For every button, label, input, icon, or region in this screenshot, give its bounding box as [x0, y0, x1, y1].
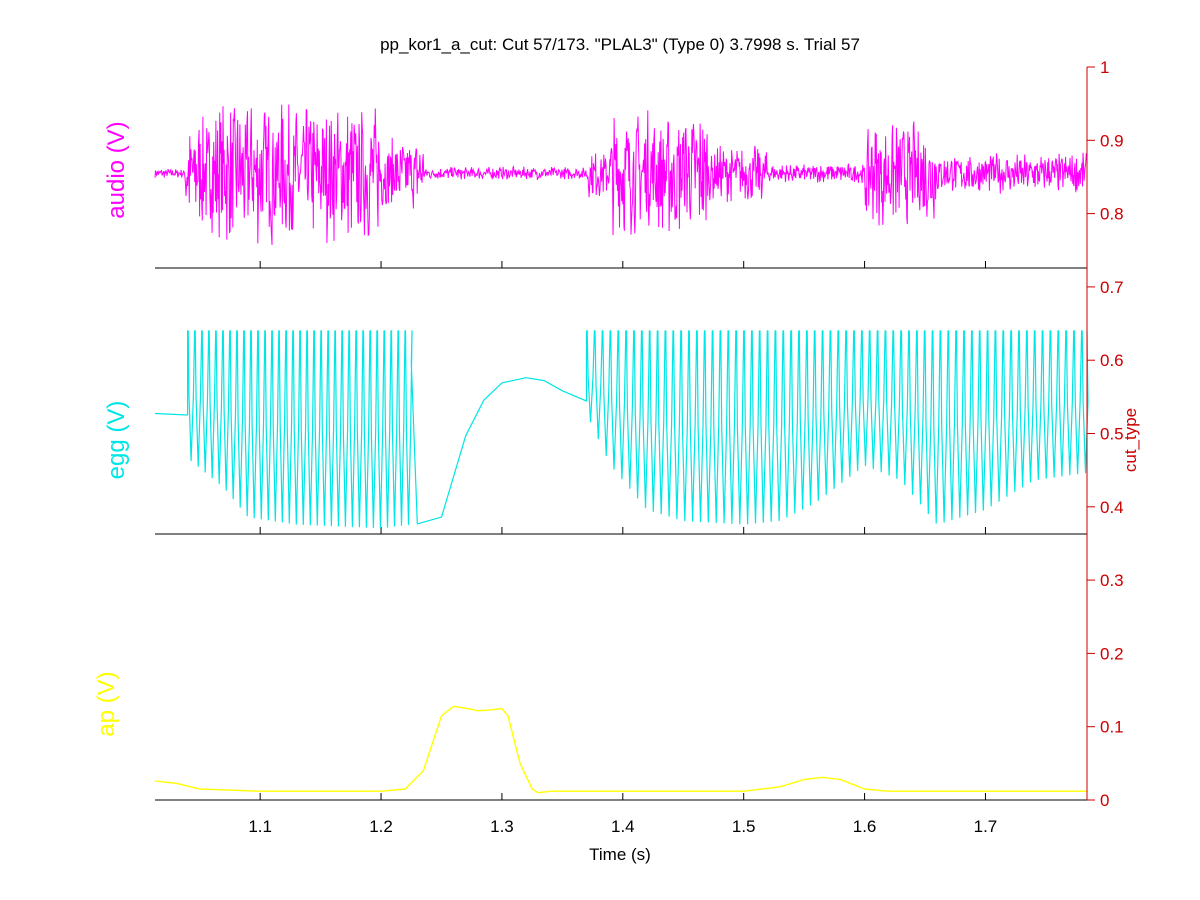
x-tick-label-3: 1.4: [611, 817, 635, 836]
egg-trace: [154, 330, 1089, 529]
right-tick-label-4: 0.4: [1100, 498, 1124, 517]
right-tick-label-10: 1: [1100, 58, 1109, 77]
x-axis: 1.1 1.2 1.3 1.4 1.5 1.6 1.7: [248, 817, 997, 836]
chart-title: pp_kor1_a_cut: Cut 57/173. "PLAL3" (Type…: [380, 35, 860, 54]
right-axis: 0 0.1 0.2 0.3 0.4 0.5 0.6 0.7 0.8 0.9 1: [1086, 58, 1124, 810]
x-tick-label-6: 1.7: [974, 817, 998, 836]
plot-panels: [155, 261, 1087, 801]
x-tick-label-2: 1.3: [490, 817, 514, 836]
right-tick-label-2: 0.2: [1100, 644, 1124, 663]
egg-ylabel: egg (V): [103, 401, 130, 480]
ap-trace: [154, 705, 1087, 794]
audio-trace: [154, 104, 1088, 246]
right-tick-label-3: 0.3: [1100, 571, 1124, 590]
x-tick-label-0: 1.1: [248, 817, 272, 836]
x-tick-label-4: 1.5: [732, 817, 756, 836]
audio-ylabel: audio (V): [103, 121, 130, 218]
x-tick-label-5: 1.6: [853, 817, 877, 836]
signal-traces: [154, 104, 1089, 794]
x-tick-label-1: 1.2: [369, 817, 393, 836]
right-tick-label-6: 0.6: [1100, 351, 1124, 370]
right-tick-label-9: 0.9: [1100, 131, 1124, 150]
right-tick-label-7: 0.7: [1100, 278, 1124, 297]
right-tick-label-1: 0.1: [1100, 718, 1124, 737]
right-tick-label-5: 0.5: [1100, 425, 1124, 444]
right-axis-label: cut_type: [1121, 408, 1140, 472]
right-tick-label-0: 0: [1100, 791, 1109, 810]
ap-ylabel: ap (V): [93, 671, 120, 736]
right-tick-label-8: 0.8: [1100, 205, 1124, 224]
x-axis-label: Time (s): [589, 845, 651, 864]
